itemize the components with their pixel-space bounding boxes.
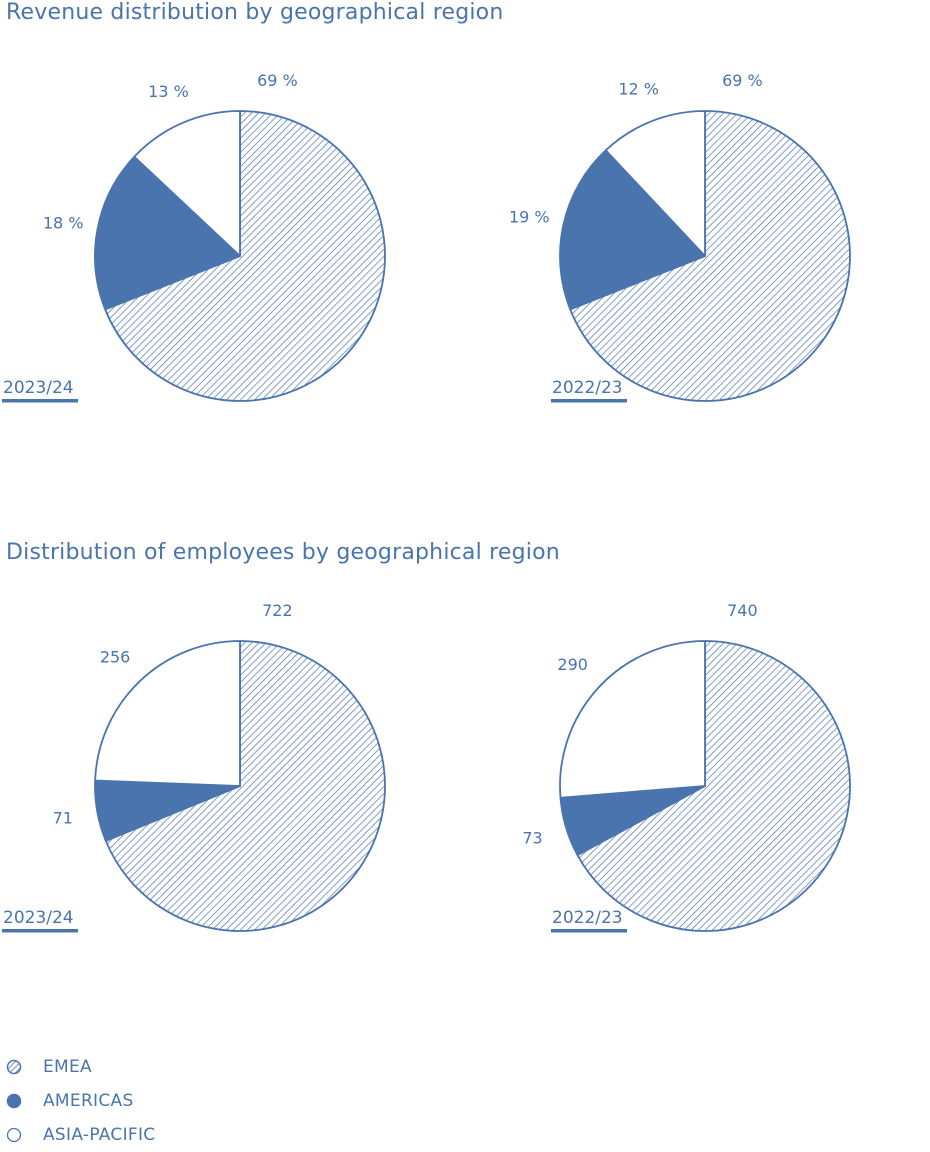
employees-pie-2023-24: 722 71 256 2023/24	[2, 601, 386, 933]
legend-item-americas: AMERICAS	[6, 1084, 155, 1118]
employees-section-title: Distribution of employees by geographica…	[6, 540, 560, 565]
slice-asia-pacific	[604, 110, 706, 257]
revenue-section-title: Revenue distribution by geographical reg…	[6, 0, 504, 25]
slice-emea	[104, 110, 386, 402]
slice-americas	[94, 155, 241, 311]
slice-emea	[569, 110, 851, 402]
legend-item-emea: EMEA	[6, 1050, 155, 1084]
label-americas: 18 %	[43, 213, 84, 232]
revenue-pie-2023-24: 69 % 18 % 13 % 2023/24	[2, 71, 386, 403]
slice-americas	[559, 149, 706, 311]
slice-asia-pacific	[559, 640, 706, 799]
year-label: 2022/23	[552, 378, 623, 398]
legend: EMEA AMERICAS ASIA-PACIFIC	[6, 1050, 155, 1152]
revenue-pie-2022-23: 69 % 19 % 12 % 2022/23	[509, 71, 851, 403]
label-emea: 69 %	[257, 71, 298, 90]
solid-circle-icon	[6, 1093, 22, 1109]
label-asia-pacific: 12 %	[618, 80, 659, 99]
label-asia-pacific: 290	[557, 655, 588, 674]
label-americas: 19 %	[509, 208, 550, 227]
label-asia-pacific: 256	[100, 647, 131, 666]
label-asia-pacific: 13 %	[148, 82, 189, 101]
label-emea: 69 %	[722, 71, 763, 90]
legend-label-asia-pacific: ASIA-PACIFIC	[43, 1125, 156, 1145]
label-americas: 71	[53, 808, 73, 827]
legend-label-emea: EMEA	[43, 1057, 92, 1077]
year-underline	[551, 399, 627, 403]
employees-pie-2022-23: 740 73 290 2022/23	[522, 601, 851, 933]
year-label: 2023/24	[3, 378, 74, 398]
label-americas: 73	[522, 828, 542, 847]
slice-emea	[576, 640, 851, 932]
year-label: 2022/23	[552, 908, 623, 928]
year-label: 2023/24	[3, 908, 74, 928]
slice-asia-pacific	[133, 110, 241, 257]
year-underline	[2, 929, 78, 933]
year-underline	[2, 399, 78, 403]
label-emea: 722	[262, 601, 293, 620]
legend-item-asia-pacific: ASIA-PACIFIC	[6, 1118, 155, 1152]
year-underline	[551, 929, 627, 933]
legend-label-americas: AMERICAS	[43, 1091, 134, 1111]
slice-emea	[104, 640, 386, 932]
label-emea: 740	[727, 601, 758, 620]
empty-circle-icon	[6, 1127, 22, 1143]
hatched-circle-icon	[6, 1059, 22, 1075]
slice-asia-pacific	[94, 640, 241, 787]
